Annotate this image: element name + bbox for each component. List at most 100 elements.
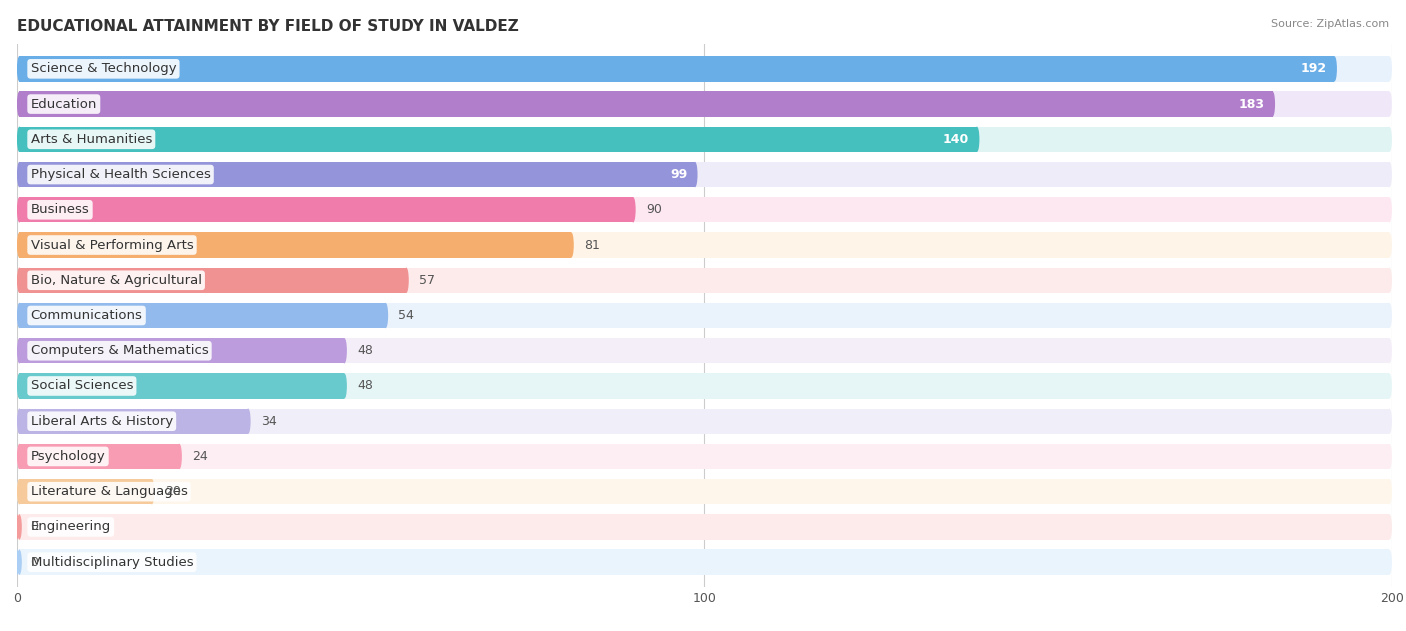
Circle shape [14, 514, 20, 540]
Circle shape [17, 197, 22, 223]
Circle shape [17, 232, 22, 257]
Circle shape [384, 303, 388, 328]
Text: Computers & Mathematics: Computers & Mathematics [31, 345, 208, 357]
Bar [20, 56, 1389, 81]
Bar [20, 479, 152, 504]
Circle shape [17, 408, 22, 434]
Circle shape [17, 197, 22, 223]
Text: 99: 99 [671, 168, 688, 181]
Text: 183: 183 [1239, 98, 1265, 110]
Bar [20, 162, 695, 187]
Bar [20, 232, 1389, 257]
Circle shape [404, 268, 409, 293]
Circle shape [17, 162, 22, 187]
Circle shape [1270, 91, 1275, 117]
Circle shape [342, 338, 347, 363]
Text: 24: 24 [193, 450, 208, 463]
Circle shape [17, 56, 22, 81]
Circle shape [17, 408, 22, 434]
Text: 192: 192 [1301, 62, 1327, 75]
Circle shape [17, 56, 22, 81]
Bar [20, 127, 1389, 152]
Circle shape [17, 374, 22, 399]
Bar [20, 374, 1389, 399]
Circle shape [1386, 550, 1392, 575]
Circle shape [17, 303, 22, 328]
Circle shape [17, 127, 22, 152]
Circle shape [342, 374, 347, 399]
Circle shape [1386, 374, 1392, 399]
Bar [20, 162, 1389, 187]
Circle shape [17, 162, 22, 187]
Text: Communications: Communications [31, 309, 142, 322]
Text: Visual & Performing Arts: Visual & Performing Arts [31, 239, 194, 252]
Bar [20, 374, 344, 399]
Text: Business: Business [31, 203, 90, 216]
Circle shape [17, 268, 22, 293]
Text: 0: 0 [31, 556, 38, 569]
Circle shape [569, 232, 574, 257]
Bar [20, 303, 1389, 328]
Text: 0: 0 [31, 521, 38, 533]
Circle shape [1386, 197, 1392, 223]
Text: Multidisciplinary Studies: Multidisciplinary Studies [31, 556, 193, 569]
Text: 57: 57 [419, 274, 434, 286]
Circle shape [17, 550, 22, 575]
Circle shape [17, 444, 22, 469]
Circle shape [17, 514, 22, 540]
Circle shape [17, 268, 22, 293]
Bar [20, 479, 1389, 504]
Circle shape [1386, 268, 1392, 293]
Text: Social Sciences: Social Sciences [31, 379, 134, 392]
Circle shape [1386, 479, 1392, 504]
Circle shape [14, 550, 20, 575]
Circle shape [149, 479, 155, 504]
Bar [20, 303, 385, 328]
Bar [20, 408, 247, 434]
Circle shape [1386, 56, 1392, 81]
Bar [20, 56, 1334, 81]
Circle shape [1386, 338, 1392, 363]
Circle shape [17, 550, 22, 575]
Circle shape [1386, 127, 1392, 152]
Text: Psychology: Psychology [31, 450, 105, 463]
Bar [20, 444, 180, 469]
Text: 140: 140 [943, 133, 969, 146]
Text: 90: 90 [645, 203, 662, 216]
Bar [20, 197, 1389, 223]
Circle shape [17, 91, 22, 117]
Circle shape [246, 408, 250, 434]
Bar [20, 197, 633, 223]
Circle shape [17, 127, 22, 152]
Text: Engineering: Engineering [31, 521, 111, 533]
Circle shape [17, 232, 22, 257]
Text: 34: 34 [262, 415, 277, 428]
Bar [20, 268, 406, 293]
Text: Arts & Humanities: Arts & Humanities [31, 133, 152, 146]
Text: Source: ZipAtlas.com: Source: ZipAtlas.com [1271, 19, 1389, 29]
Text: 81: 81 [583, 239, 600, 252]
Circle shape [17, 479, 22, 504]
Text: 48: 48 [357, 345, 373, 357]
Text: EDUCATIONAL ATTAINMENT BY FIELD OF STUDY IN VALDEZ: EDUCATIONAL ATTAINMENT BY FIELD OF STUDY… [17, 19, 519, 34]
Circle shape [1386, 408, 1392, 434]
Bar [20, 514, 1389, 540]
Circle shape [974, 127, 980, 152]
Circle shape [17, 514, 22, 540]
Circle shape [631, 197, 636, 223]
Circle shape [17, 479, 22, 504]
Circle shape [1386, 303, 1392, 328]
Text: Physical & Health Sciences: Physical & Health Sciences [31, 168, 211, 181]
Text: Liberal Arts & History: Liberal Arts & History [31, 415, 173, 428]
Circle shape [1386, 444, 1392, 469]
Text: Education: Education [31, 98, 97, 110]
Text: Bio, Nature & Agricultural: Bio, Nature & Agricultural [31, 274, 201, 286]
Circle shape [17, 444, 22, 469]
Bar [20, 232, 571, 257]
Circle shape [1386, 514, 1392, 540]
Circle shape [17, 338, 22, 363]
Circle shape [693, 162, 697, 187]
Circle shape [1386, 162, 1392, 187]
Circle shape [1386, 232, 1392, 257]
Circle shape [1331, 56, 1337, 81]
